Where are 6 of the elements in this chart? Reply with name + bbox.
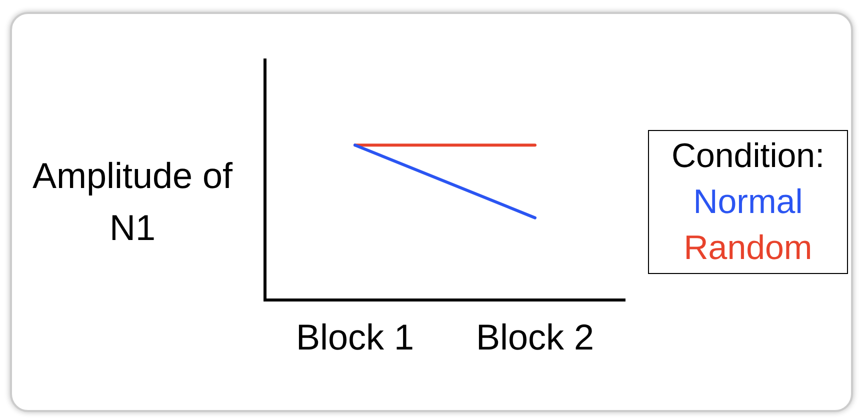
x-tick-label: Block 1: [296, 316, 414, 358]
text: Normal: [692, 182, 804, 223]
legend-title: Condition:: [670, 136, 826, 177]
y-axis-title: Amplitude of N1: [31, 154, 234, 250]
text: Random: [682, 228, 814, 269]
x-tick-label: Block 2: [476, 316, 594, 358]
